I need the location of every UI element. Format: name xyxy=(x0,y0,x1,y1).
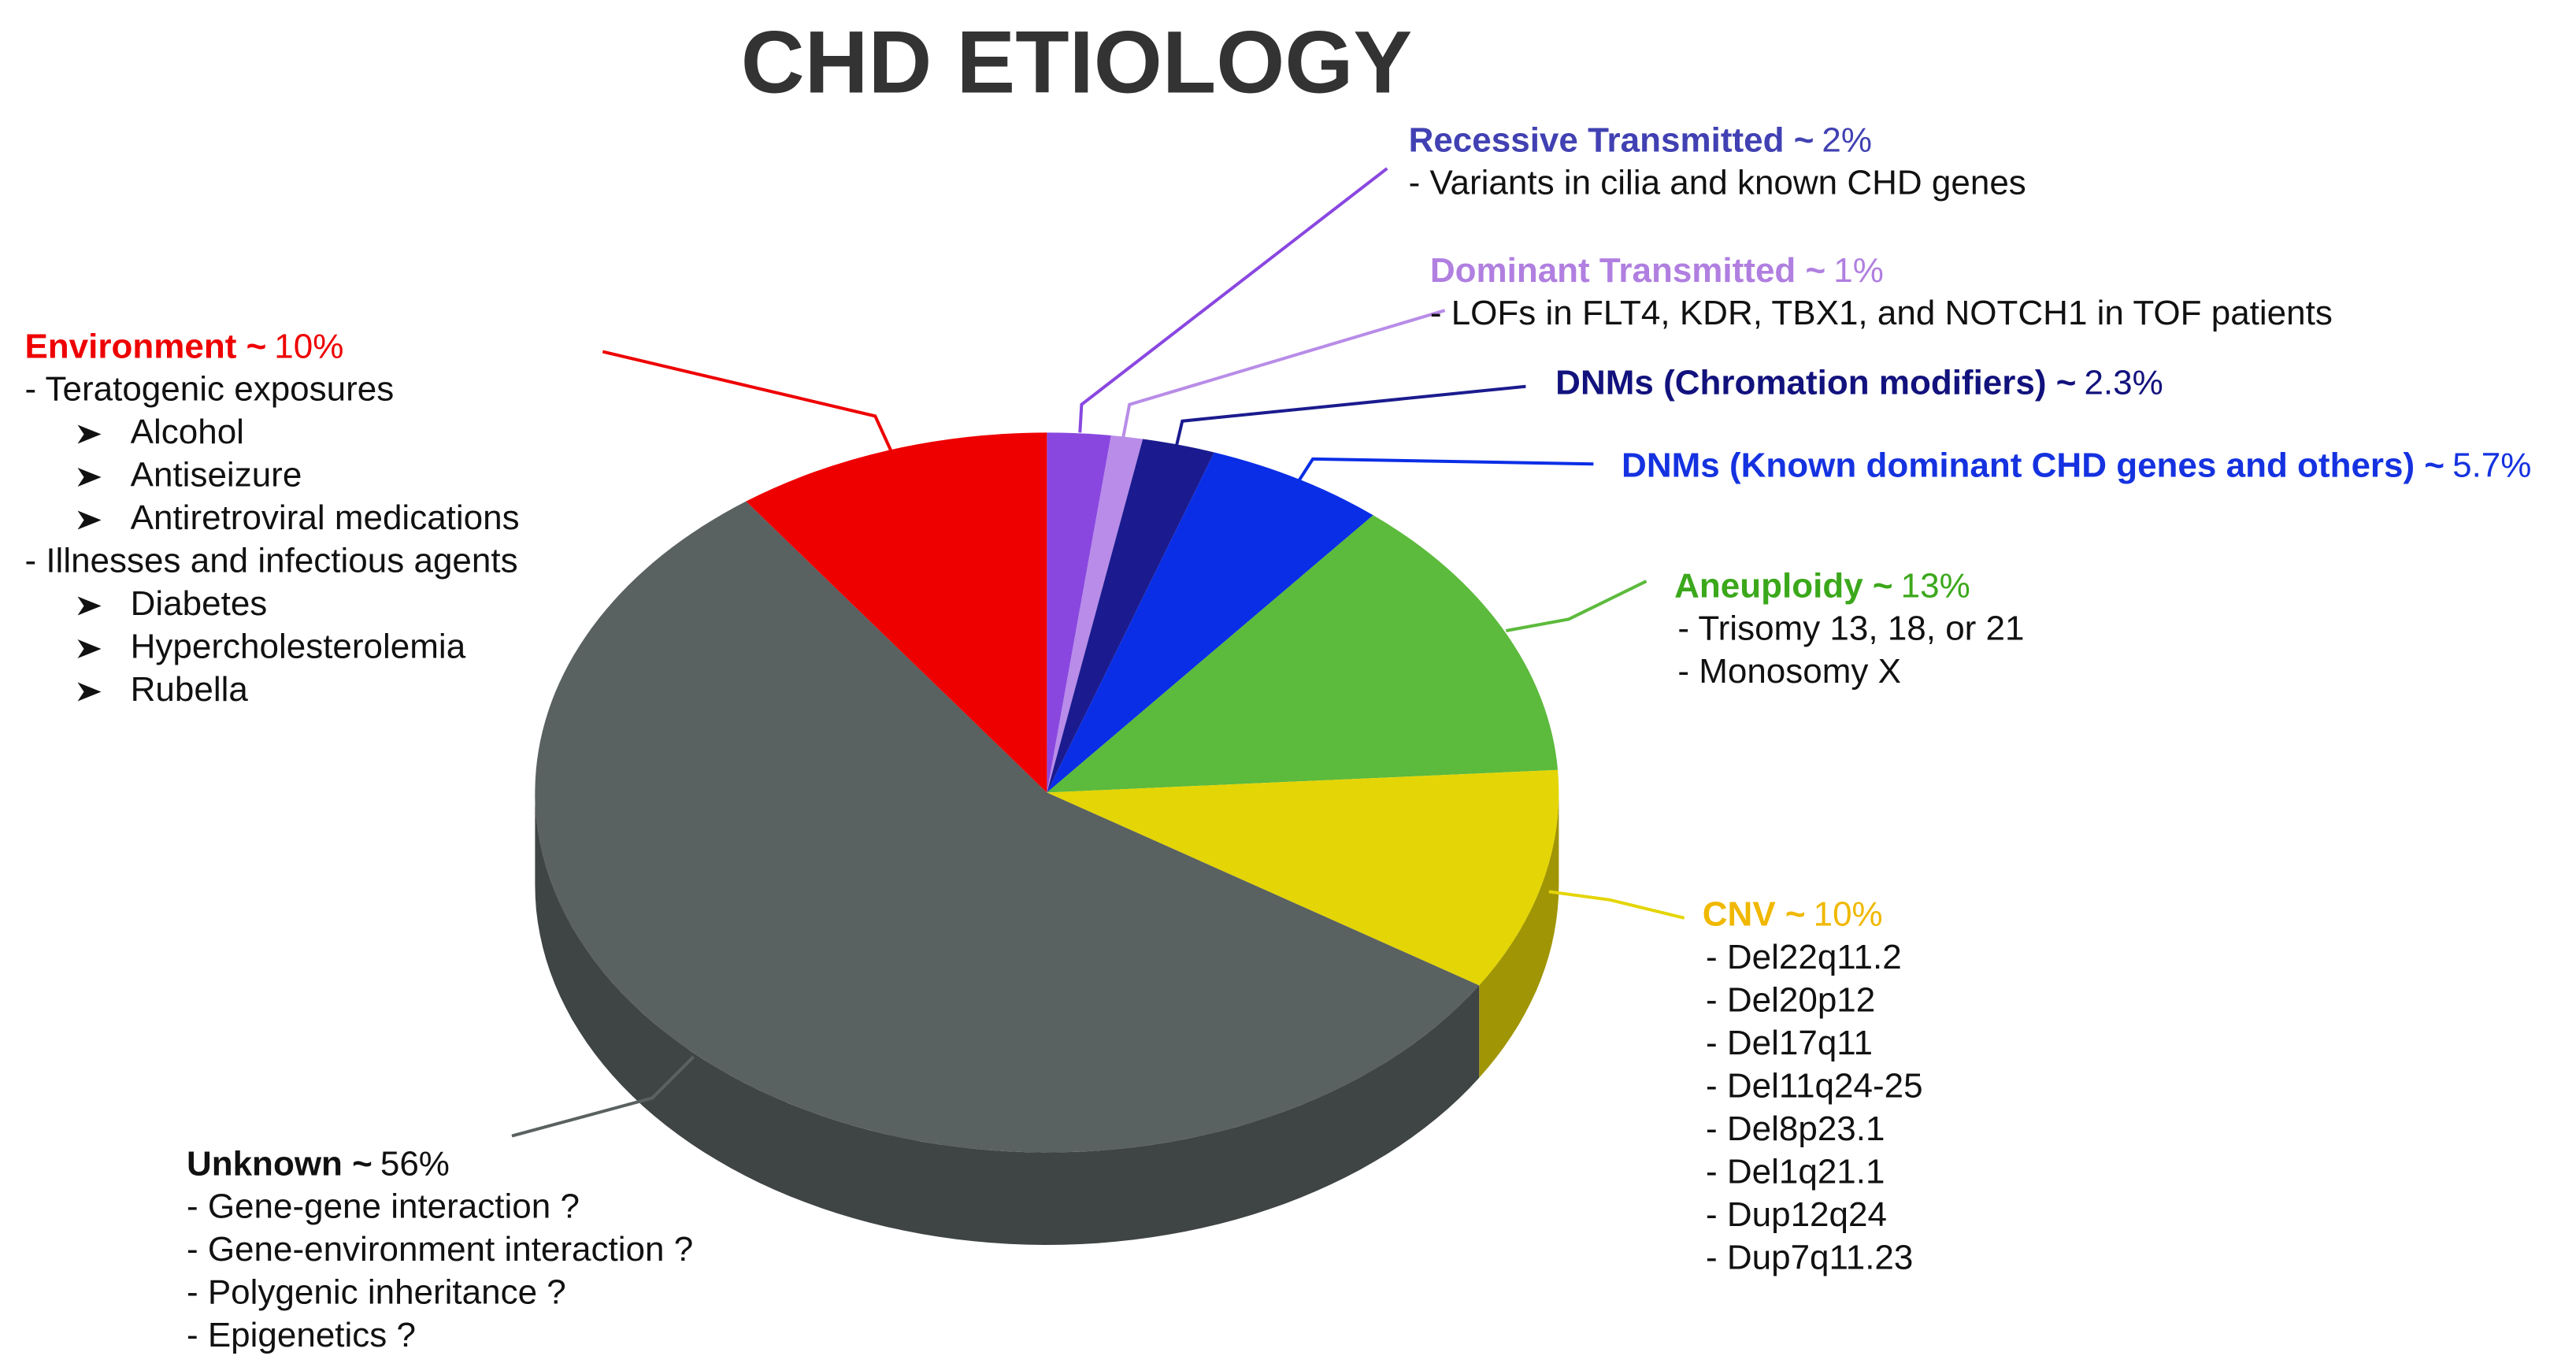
slice-label: DNMs (Known dominant CHD genes and other… xyxy=(1622,446,2531,484)
detail-line: - Del17q11 xyxy=(1706,1024,1873,1062)
bullet-arrow xyxy=(77,424,102,444)
slice-label: Recessive Transmitted ~2% xyxy=(1409,120,1872,159)
detail-line: - Teratogenic exposures xyxy=(24,370,394,409)
detail-line: - Illnesses and infectious agents xyxy=(24,542,517,580)
detail-line: - Del22q11.2 xyxy=(1706,938,1902,976)
detail-line: - Del8p23.1 xyxy=(1706,1110,1885,1148)
detail-line: - LOFs in FLT4, KDR, TBX1, and NOTCH1 in… xyxy=(1430,294,2333,332)
leader-line xyxy=(511,1055,695,1138)
chart-title: CHD ETIOLOGY xyxy=(741,13,1412,112)
slice-name: DNMs (Known dominant CHD genes and other… xyxy=(1622,446,2444,484)
detail-line: - Del1q21.1 xyxy=(1706,1152,1885,1191)
slice-value: 2.3% xyxy=(2084,363,2163,402)
leader-line xyxy=(1296,457,1594,483)
detail-item: Antiretroviral medications xyxy=(131,498,520,537)
slice xyxy=(1047,439,1214,793)
slice-name: DNMs (Chromation modifiers) ~ xyxy=(1555,363,2076,402)
slice-value: 2% xyxy=(1822,120,1872,159)
detail-line: - Dup12q24 xyxy=(1706,1195,1887,1234)
slice-label: CNV ~10% xyxy=(1703,895,1883,933)
slice-name: CNV ~ xyxy=(1703,895,1806,933)
slice-side xyxy=(1479,792,1559,1078)
bullet-arrow xyxy=(77,639,102,659)
detail-line: - Dup7q11.23 xyxy=(1706,1238,1913,1276)
slice-label: DNMs (Chromation modifiers) ~2.3% xyxy=(1555,363,2163,402)
detail-line: - Polygenic inheritance ? xyxy=(187,1273,566,1312)
detail-line: - Del11q24-25 xyxy=(1706,1066,1923,1105)
leader-line xyxy=(1173,384,1526,450)
slice-name: Unknown ~ xyxy=(187,1144,373,1183)
detail-line: - Del20p12 xyxy=(1706,980,1875,1019)
bullet-arrow xyxy=(77,596,102,616)
slice xyxy=(1047,432,1111,793)
slice xyxy=(746,432,1047,793)
slice xyxy=(1047,452,1373,793)
slice-label: Dominant Transmitted ~1% xyxy=(1430,251,1884,290)
detail-line: - Trisomy 13, 18, or 21 xyxy=(1677,609,2024,648)
slice-label: Unknown ~56% xyxy=(187,1144,450,1183)
detail-line: - Gene-environment interaction ? xyxy=(187,1230,693,1269)
slice-value: 10% xyxy=(1814,895,1883,933)
slice-label: Environment ~10% xyxy=(24,327,343,365)
detail-item: Diabetes xyxy=(131,584,268,623)
bullet-arrow xyxy=(77,682,102,702)
slice-side xyxy=(535,792,1480,1245)
detail-line: - Epigenetics ? xyxy=(187,1316,416,1354)
detail-line: - Variants in cilia and known CHD genes xyxy=(1409,163,2026,202)
slice xyxy=(1047,769,1559,986)
slice-value: 13% xyxy=(1901,566,1970,605)
slice-value: 56% xyxy=(380,1144,450,1183)
bullet-arrow xyxy=(77,510,102,530)
slice-value: 1% xyxy=(1833,251,1884,290)
leader-line xyxy=(1078,167,1388,433)
detail-line: - Monosomy X xyxy=(1677,652,1901,691)
slice xyxy=(1047,435,1143,793)
slice-name: Dominant Transmitted ~ xyxy=(1430,251,1825,290)
slice-value: 5.7% xyxy=(2452,446,2531,484)
detail-item: Alcohol xyxy=(131,413,244,451)
slice xyxy=(1047,515,1559,793)
slice-name: Environment ~ xyxy=(24,327,266,365)
detail-item: Rubella xyxy=(131,670,249,709)
leader-line xyxy=(602,350,894,454)
bullet-arrow xyxy=(77,467,102,487)
slice-name: Aneuploidy ~ xyxy=(1674,566,1892,605)
leader-line xyxy=(1548,890,1685,920)
slice xyxy=(535,501,1480,1153)
leader-line xyxy=(1505,580,1648,632)
leader-line xyxy=(1121,309,1446,440)
slice-name: Recessive Transmitted ~ xyxy=(1409,120,1814,159)
slice-label: Aneuploidy ~13% xyxy=(1674,566,1970,605)
detail-item: Hypercholesterolemia xyxy=(131,628,466,666)
detail-line: - Gene-gene interaction ? xyxy=(187,1187,580,1225)
slice-value: 10% xyxy=(274,327,343,365)
detail-item: Antiseizure xyxy=(131,456,302,495)
